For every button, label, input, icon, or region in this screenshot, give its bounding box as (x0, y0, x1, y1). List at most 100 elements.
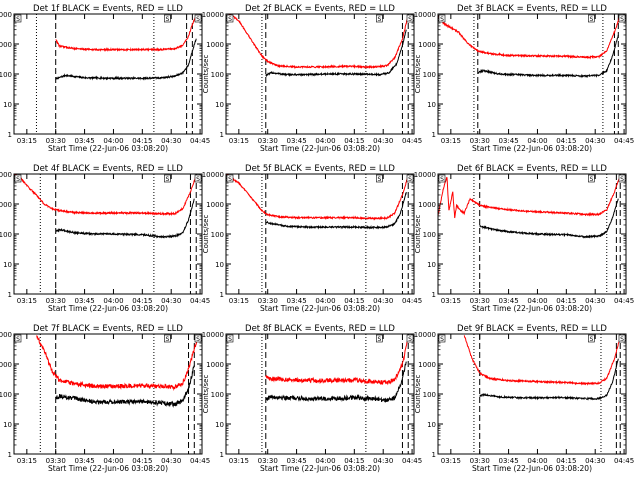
x-tick-label: 04:45 (190, 457, 210, 465)
x-tick-label: 04:15 (344, 297, 364, 305)
corner-mark-label: S (165, 16, 169, 23)
x-tick-label: 03:45 (74, 137, 94, 145)
x-tick-label: 04:45 (614, 137, 634, 145)
x-tick-label: 03:45 (74, 457, 94, 465)
chart-title: Det 1f BLACK = Events, RED = LLD (33, 4, 183, 14)
events-series-line (265, 29, 407, 78)
x-tick-label: 04:00 (103, 297, 123, 305)
x-tick-label: 04:00 (315, 137, 335, 145)
lld-series-line (226, 174, 409, 221)
y-tick-label: 10000 (414, 171, 436, 179)
y-tick-label: 1 (220, 291, 224, 299)
events-series-line (265, 192, 407, 230)
events-series-line (55, 365, 195, 408)
corner-mark-label: S (589, 176, 593, 183)
corner-mark-label: S (16, 16, 20, 23)
events-series-line (55, 38, 197, 81)
events-series-line (479, 358, 619, 401)
plot-area (35, 14, 197, 134)
x-tick-label: 04:00 (103, 457, 123, 465)
y-axis-label: Counts/sec (414, 55, 422, 94)
x-tick-label: 03:30 (258, 297, 278, 305)
x-tick-label: 04:15 (132, 137, 152, 145)
plot-area (36, 334, 199, 454)
x-tick-label: 04:30 (373, 137, 393, 145)
chart-panel-1: Det 1f BLACK = Events, RED = LLD 1 10 100 10… (0, 4, 210, 153)
x-tick-label: 04:00 (315, 457, 335, 465)
chart-title: Det 7f BLACK = Events, RED = LLD (33, 324, 183, 334)
plot-area (261, 334, 409, 454)
y-tick-label: 10000 (414, 331, 436, 339)
chart-title: Det 4f BLACK = Events, RED = LLD (33, 164, 183, 174)
chart-panel-7: Det 7f BLACK = Events, RED = LLD 1 10 100 10… (0, 324, 210, 473)
x-tick-label: 04:00 (315, 297, 335, 305)
y-axis-label: Counts/sec (414, 375, 422, 414)
x-tick-label: 04:15 (556, 137, 576, 145)
x-tick-label: 03:30 (470, 297, 490, 305)
corner-mark-box (226, 334, 234, 343)
x-tick-label: 04:15 (556, 297, 576, 305)
y-tick-label: 100 (0, 231, 12, 239)
corner-mark-label: S (377, 336, 381, 343)
lld-series-line (14, 174, 197, 217)
corner-mark-box (164, 334, 171, 343)
plot-frame (225, 333, 415, 455)
chart-panel-4: Det 4f BLACK = Events, RED = LLD 1 10 100 10… (0, 164, 210, 313)
x-tick-label: 04:00 (103, 137, 123, 145)
x-tick-label: 03:30 (470, 457, 490, 465)
corner-mark-box (164, 174, 171, 183)
x-tick-label: 04:45 (402, 137, 422, 145)
y-tick-label: 1000 (0, 361, 12, 369)
y-tick-label: 1000 (418, 361, 436, 369)
x-tick-label: 03:30 (46, 457, 66, 465)
y-tick-label: 10 (3, 101, 12, 109)
corner-mark-label: S (440, 16, 444, 23)
corner-mark-label: S (228, 336, 232, 343)
x-tick-label: 04:45 (402, 297, 422, 305)
y-tick-label: 1 (432, 451, 436, 459)
plot-frame (13, 13, 203, 135)
plot-area (226, 174, 409, 294)
corner-mark-box (226, 14, 234, 23)
x-tick-label: 03:30 (258, 137, 278, 145)
x-tick-label: 03:45 (498, 137, 518, 145)
x-axis-label: Start Time (22-Jun-06 03:08:20) (48, 144, 168, 153)
y-tick-label: 1 (8, 451, 12, 459)
corner-mark-box (438, 174, 446, 183)
plot-area (227, 14, 409, 134)
corner-mark-label: S (408, 336, 412, 343)
y-tick-label: 1 (432, 291, 436, 299)
y-tick-label: 100 (423, 71, 436, 79)
chart-title: Det 5f BLACK = Events, RED = LLD (245, 164, 395, 174)
events-series-line (479, 198, 619, 239)
y-tick-label: 10000 (414, 11, 436, 19)
x-tick-label: 03:15 (229, 137, 249, 145)
y-tick-label: 1 (432, 131, 436, 139)
corner-mark-label: S (620, 16, 624, 23)
x-tick-label: 04:30 (373, 297, 393, 305)
corner-mark-box (618, 334, 626, 343)
y-tick-label: 1000 (0, 41, 12, 49)
x-axis-label: Start Time (22-Jun-06 03:08:20) (260, 144, 380, 153)
x-tick-label: 03:15 (441, 137, 461, 145)
corner-mark-box (588, 14, 595, 23)
y-tick-label: 1 (8, 131, 12, 139)
y-axis-label: Counts/sec (202, 375, 210, 414)
x-tick-label: 04:45 (402, 457, 422, 465)
corner-mark-box (438, 334, 446, 343)
corner-mark-label: S (196, 336, 200, 343)
lld-series-line (463, 335, 621, 386)
corner-mark-label: S (589, 16, 593, 23)
y-tick-label: 10 (3, 261, 12, 269)
y-tick-label: 1 (220, 451, 224, 459)
plot-area (438, 14, 621, 134)
lld-series-line (438, 15, 621, 60)
x-tick-label: 04:30 (161, 457, 181, 465)
x-tick-label: 03:45 (498, 297, 518, 305)
y-tick-label: 10 (427, 261, 436, 269)
lld-series-line (265, 336, 409, 386)
x-tick-label: 03:15 (441, 457, 461, 465)
x-tick-label: 04:30 (373, 457, 393, 465)
corner-mark-box (194, 334, 202, 343)
